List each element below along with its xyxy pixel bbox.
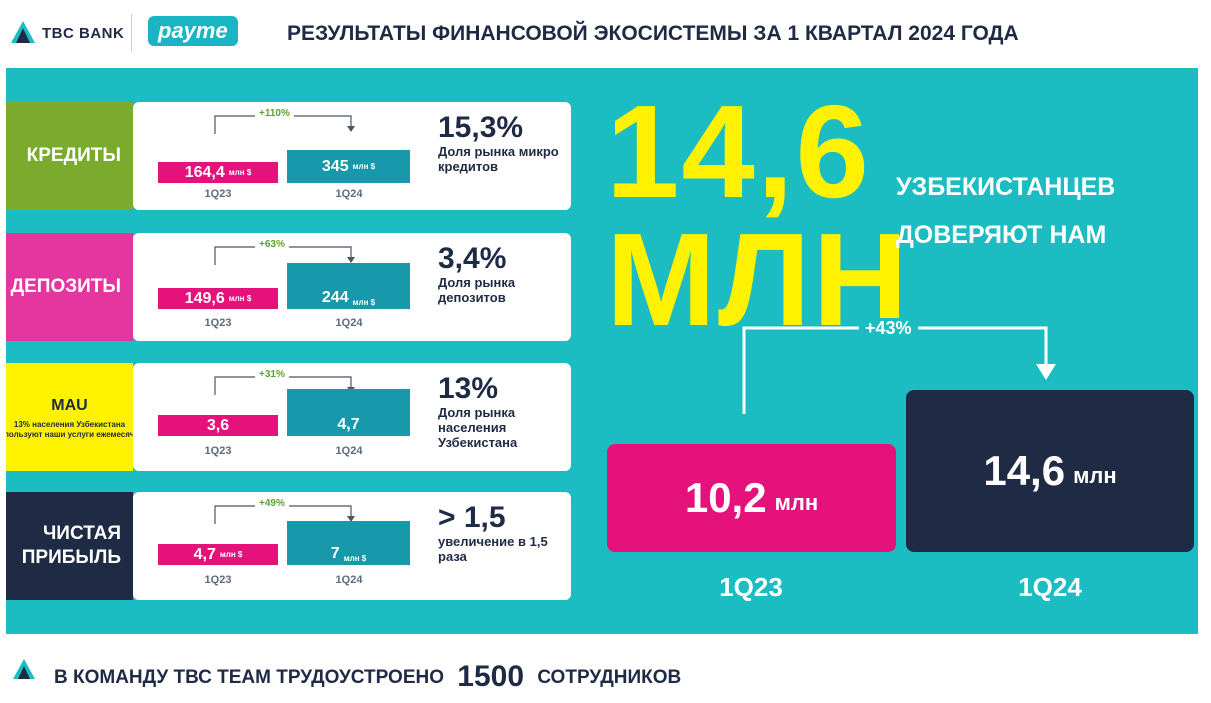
footer-text-after: СОТРУДНИКОВ: [537, 667, 682, 688]
bar-unit: млн $: [352, 162, 376, 171]
hero-quarter-label: 1Q23: [719, 572, 783, 602]
quarter-label: 1Q24: [335, 317, 363, 329]
bar-1q23: 3,6: [158, 415, 278, 436]
market-share-value: 13%: [438, 372, 499, 405]
hero-number-unit: МЛН: [606, 206, 910, 353]
hero-growth-label: +43%: [859, 318, 918, 339]
hero-caption-line1: УЗБЕКИСТАНЦЕВ: [896, 173, 1116, 201]
quarter-label: 1Q23: [204, 445, 232, 457]
bar-value: 3,6: [206, 416, 230, 434]
bar-unit: млн $: [228, 168, 252, 177]
bar-value: 4,7: [337, 416, 360, 433]
payme-logo: payme: [148, 16, 238, 46]
employee-count: 1500: [457, 660, 525, 693]
bar-value: 345: [321, 157, 349, 175]
hero-box-value: 14,6: [983, 447, 1066, 494]
growth-label: +110%: [255, 108, 294, 119]
bar-1q23: 149,6 млн $: [158, 288, 278, 309]
bar-1q23: 4,7 млн $: [158, 544, 278, 565]
bar-1q24: 4,7: [287, 389, 410, 436]
main-panel: КРЕДИТЫ +110% 164,4 млн $ 345 млн $ 1Q23 1…: [6, 68, 1198, 634]
growth-label: +31%: [255, 369, 289, 380]
hero-box-1q24: 14,6 млн: [906, 390, 1194, 552]
page-title: РЕЗУЛЬТАТЫ ФИНАНСОВОЙ ЭКОСИСТЕМЫ ЗА 1 КВ…: [287, 22, 1019, 45]
tbc-logo-icon: [11, 21, 35, 43]
market-share-value: 15,3%: [438, 111, 524, 144]
row-label-text: КРЕДИТЫ: [26, 145, 121, 166]
bank-name: TBC BANK: [42, 25, 125, 42]
market-share-desc: Доля рынка микро кредитов: [438, 144, 559, 174]
footer-text-before: В КОМАНДУ ТВС ТЕАМ ТРУДОУСТРОЕНО: [54, 667, 444, 688]
bar-value: 244: [321, 289, 349, 306]
row-label-text: ДЕПОЗИТЫ: [10, 276, 121, 297]
header-divider: [131, 14, 132, 52]
mau-subtext: 13% населения Узбекистана используют наш…: [6, 420, 133, 439]
header: TBC BANK payme РЕЗУЛЬТАТЫ ФИНАНСОВОЙ ЭКО…: [0, 0, 1211, 68]
card-net-profit: +49% 4,7 млн $ 7 млн $ 1Q23 1Q24 > 1,5 уве…: [133, 492, 571, 600]
market-share-value: 3,4%: [438, 242, 507, 275]
bar-value: 149,6: [184, 289, 225, 307]
row-label-credits: КРЕДИТЫ: [6, 102, 133, 210]
footer-text: В КОМАНДУ ТВС ТЕАМ ТРУДОУСТРОЕНО 1500 СО…: [54, 660, 681, 694]
bar-value: 164,4: [184, 163, 225, 181]
quarter-label: 1Q23: [204, 317, 232, 329]
quarter-label: 1Q24: [335, 445, 363, 457]
bar-1q24: 244 млн $: [287, 263, 410, 309]
card-credits: +110% 164,4 млн $ 345 млн $ 1Q23 1Q24 15,3…: [133, 102, 571, 210]
bar-unit: млн $: [352, 298, 376, 307]
market-share-desc: Доля рынка депозитов: [438, 275, 516, 305]
row-label-net-profit: ЧИСТАЯ ПРИБЫЛЬ: [6, 492, 133, 600]
quarter-label: 1Q24: [335, 574, 363, 586]
hero-number: 14,6 МЛН: [606, 78, 910, 353]
bar-value: 4,7: [193, 545, 216, 563]
growth-label: +49%: [255, 498, 289, 509]
hero-caption: УЗБЕКИСТАНЦЕВ ДОВЕРЯЮТ НАМ: [896, 163, 1115, 259]
bar-unit: млн $: [228, 294, 252, 303]
quarter-label: 1Q23: [204, 574, 232, 586]
bar-1q23: 164,4 млн $: [158, 162, 278, 183]
hero-box-1q23: 10,2 млн: [607, 444, 896, 552]
tbc-logo-icon: [13, 659, 35, 679]
bar-value: 7: [330, 545, 340, 562]
quarter-label: 1Q23: [204, 188, 232, 200]
profit-growth-desc: увеличение в 1,5 раза: [438, 534, 548, 564]
row-label-mau: MAU 13% населения Узбекистана используют…: [6, 363, 133, 471]
row-label-deposits: ДЕПОЗИТЫ: [6, 233, 133, 341]
growth-label: +63%: [255, 239, 289, 250]
card-mau: +31% 3,6 4,7 1Q23 1Q24 13% Доля рынка на…: [133, 363, 571, 471]
bar-unit: млн $: [219, 550, 243, 559]
hero-box-unit: млн: [774, 490, 819, 515]
hero-box-unit: млн: [1073, 463, 1117, 488]
bar-1q24: 345 млн $: [287, 150, 410, 183]
row-label-text: MAU: [51, 397, 88, 414]
bar-unit: млн $: [343, 554, 367, 563]
hero-quarter-label: 1Q24: [1018, 572, 1082, 602]
hero-box-value: 10,2: [684, 474, 767, 521]
market-share-desc: Доля рынка населения Узбекистана: [438, 405, 518, 450]
hero-caption-line2: ДОВЕРЯЮТ НАМ: [896, 221, 1107, 249]
quarter-label: 1Q24: [335, 188, 363, 200]
row-label-text: ЧИСТАЯ ПРИБЫЛЬ: [21, 523, 121, 568]
profit-growth-value: > 1,5: [438, 501, 506, 534]
card-deposits: +63% 149,6 млн $ 244 млн $ 1Q23 1Q24 3,4% …: [133, 233, 571, 341]
hero-number-value: 14,6: [606, 78, 871, 225]
bar-1q24: 7 млн $: [287, 521, 410, 565]
